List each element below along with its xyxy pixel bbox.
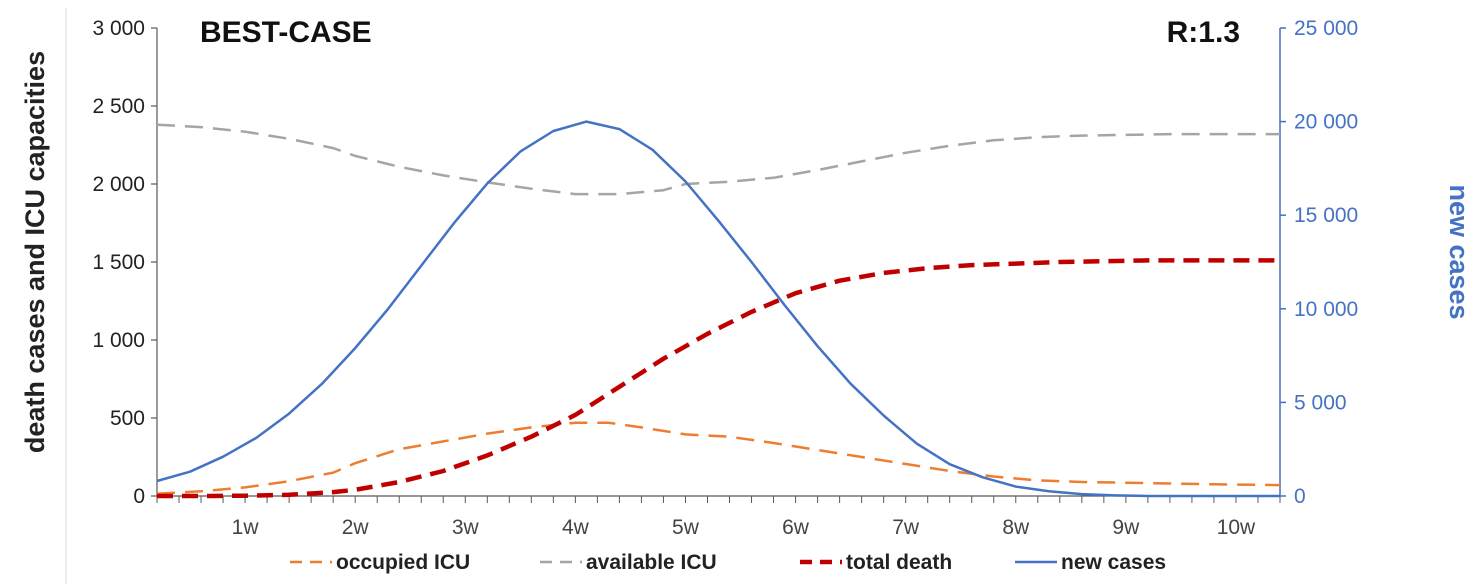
left-tick-label: 1 000	[92, 329, 145, 352]
y-axis-label-right: new cases	[1444, 184, 1474, 319]
left-tick-label: 1 500	[92, 251, 145, 274]
x-tick-label: 2w	[342, 516, 370, 539]
right-tick-label: 20 000	[1294, 111, 1358, 134]
left-tick-label: 3 000	[92, 17, 145, 40]
x-tick-label: 4w	[562, 516, 590, 539]
x-tick-label: 6w	[782, 516, 810, 539]
left-tick-label: 0	[133, 485, 145, 508]
series-line-new-cases	[156, 120, 1280, 498]
right-tick-label: 0	[1294, 485, 1306, 508]
legend-label-total-death: total death	[846, 551, 952, 574]
series-line-total-death	[157, 258, 1280, 499]
right-tick-label: 5 000	[1294, 391, 1347, 414]
legend-label-available-ICU: available ICU	[586, 551, 717, 574]
y-axis-label-left: death cases and ICU capacities	[20, 51, 50, 453]
r-value-annotation: R:1.3	[1167, 16, 1240, 49]
left-tick-label: 500	[110, 407, 145, 430]
series-line-available-ICU	[156, 123, 1280, 196]
x-tick-label: 1w	[232, 516, 260, 539]
x-tick-label: 5w	[672, 516, 700, 539]
x-tick-label: 7w	[892, 516, 920, 539]
legend-label-occupied-ICU: occupied ICU	[336, 551, 470, 574]
right-tick-label: 10 000	[1294, 298, 1358, 321]
right-tick-label: 15 000	[1294, 204, 1358, 227]
chart-title: BEST-CASE	[200, 16, 372, 49]
x-tick-label: 8w	[1002, 516, 1030, 539]
x-tick-label: 10w	[1217, 516, 1256, 539]
legend-label-new-cases: new cases	[1061, 551, 1166, 574]
series-layer	[156, 120, 1281, 499]
series-line-occupied-ICU	[156, 421, 1281, 495]
x-tick-label: 3w	[452, 516, 480, 539]
legend: occupied ICU available ICU total death new …	[290, 551, 1166, 574]
right-tick-label: 25 000	[1294, 17, 1358, 40]
axes: 0 500 1 000 1 500 2 000 2 500 3 000 0 5 000 10 00…	[92, 17, 1358, 539]
x-tick-label: 9w	[1112, 516, 1140, 539]
left-tick-label: 2 500	[92, 95, 145, 118]
left-tick-label: 2 000	[92, 173, 145, 196]
